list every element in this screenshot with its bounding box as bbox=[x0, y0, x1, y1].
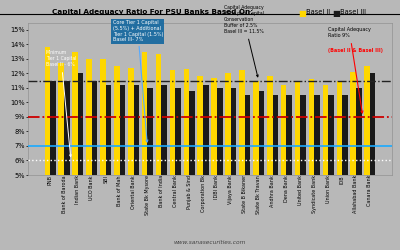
Bar bbox=[184, 69, 189, 248]
Bar bbox=[350, 72, 356, 248]
Bar bbox=[72, 52, 78, 248]
Bar bbox=[300, 95, 306, 248]
Bar bbox=[217, 88, 222, 248]
Text: Basel II: Basel II bbox=[304, 9, 330, 15]
Bar bbox=[128, 68, 134, 248]
Bar bbox=[259, 91, 264, 248]
Bar bbox=[272, 95, 278, 248]
Bar bbox=[336, 80, 342, 247]
Bar bbox=[356, 88, 362, 248]
Bar bbox=[245, 95, 250, 248]
Bar bbox=[328, 95, 334, 248]
Bar bbox=[44, 47, 50, 247]
Bar bbox=[142, 52, 148, 248]
Text: Capital Adequacy
Ratio 9%: Capital Adequacy Ratio 9% bbox=[328, 27, 371, 113]
Text: Capital Adequacy
Ratio plus Capital
Conservation
Buffer of 2.5%
Basel III = 11.5: Capital Adequacy Ratio plus Capital Cons… bbox=[224, 6, 264, 77]
Bar bbox=[78, 73, 84, 248]
Bar bbox=[189, 91, 195, 248]
Bar bbox=[370, 73, 376, 248]
Bar bbox=[281, 85, 286, 247]
Bar bbox=[86, 59, 92, 248]
Bar bbox=[114, 66, 120, 248]
Text: ■: ■ bbox=[298, 9, 306, 18]
Bar bbox=[267, 76, 272, 248]
Bar bbox=[253, 80, 259, 247]
Text: Capital Adequacy Ratio For PSU Banks Based On:: Capital Adequacy Ratio For PSU Banks Bas… bbox=[52, 9, 253, 15]
Bar bbox=[211, 78, 217, 248]
Bar bbox=[106, 85, 111, 247]
Bar bbox=[50, 80, 56, 247]
Bar bbox=[58, 63, 64, 248]
Bar bbox=[120, 85, 125, 247]
Bar bbox=[100, 59, 106, 248]
Text: (Basel II & Basel III): (Basel II & Basel III) bbox=[328, 48, 383, 52]
Text: Minimum
Tier 1 Capital
Basel II - 6%: Minimum Tier 1 Capital Basel II - 6% bbox=[46, 50, 76, 157]
Bar bbox=[239, 70, 245, 248]
Bar bbox=[231, 88, 236, 248]
Bar bbox=[175, 88, 181, 248]
Text: Core Tier 1 Capital
(5.5%) + Additional
Tier 1 Capital (1.5%)
Basel III- 7%: Core Tier 1 Capital (5.5%) + Additional … bbox=[113, 20, 163, 142]
Bar bbox=[64, 80, 70, 247]
Bar bbox=[134, 85, 139, 247]
Text: ■: ■ bbox=[332, 9, 340, 18]
Bar bbox=[342, 95, 348, 248]
Bar bbox=[92, 80, 97, 247]
Text: www.sanasecurities.com: www.sanasecurities.com bbox=[174, 240, 246, 244]
Bar bbox=[225, 73, 231, 248]
Bar bbox=[203, 85, 209, 247]
Bar bbox=[295, 80, 300, 247]
Bar bbox=[323, 85, 328, 247]
Bar bbox=[156, 54, 161, 248]
Bar bbox=[309, 79, 314, 248]
Bar bbox=[170, 70, 175, 248]
Bar bbox=[314, 95, 320, 248]
Bar bbox=[286, 95, 292, 248]
Text: Basel III: Basel III bbox=[338, 9, 366, 15]
Bar bbox=[364, 66, 370, 248]
Bar bbox=[148, 88, 153, 248]
Bar bbox=[161, 85, 167, 247]
Bar bbox=[198, 76, 203, 248]
